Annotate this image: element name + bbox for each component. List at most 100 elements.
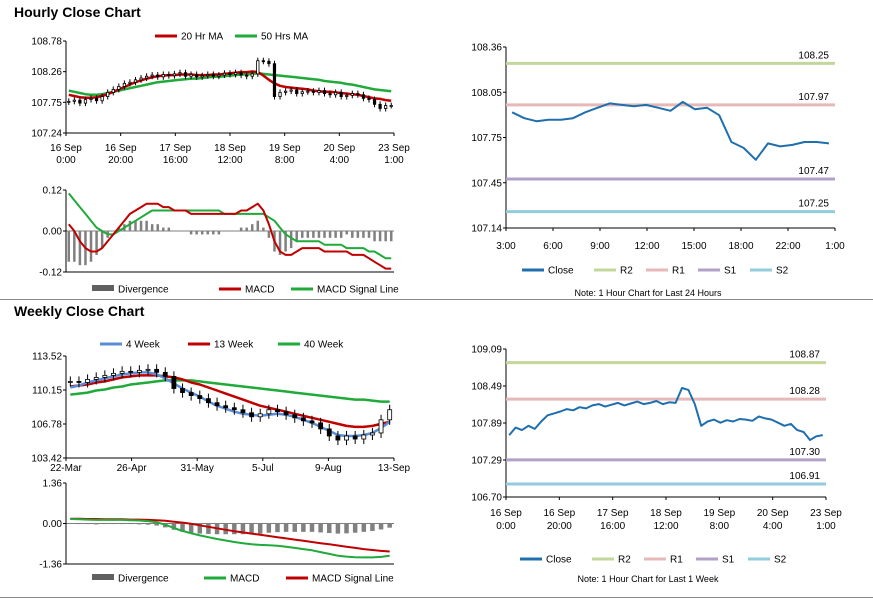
hourly-price-candle-body — [384, 105, 388, 109]
hourly-macd-divergence-bar — [128, 220, 132, 231]
hourly-24h-level-s2-label: 107.25 — [798, 199, 829, 210]
hourly-price-xtick-label: 12:00 — [217, 155, 242, 166]
weekly-price-candle-body — [378, 419, 384, 434]
weekly-1w-xtick-label: 0:00 — [496, 521, 516, 532]
hourly-price-candle-body — [156, 74, 160, 78]
hourly-price-candle-body — [83, 99, 88, 104]
hourly-price-candle-body — [178, 72, 182, 75]
hourly-price-candle-body — [72, 99, 76, 102]
weekly-1w-xtick-label: 17 Sep — [597, 508, 629, 519]
hourly-macd-divergence-bar — [189, 231, 193, 235]
weekly-price-candle-body — [231, 407, 237, 411]
hourly-price-xtick-label: 18 Sep — [214, 143, 246, 154]
weekly-macd-divergence-bar — [93, 523, 99, 525]
hourly-24h-xtick-label: 15:00 — [681, 241, 706, 252]
weekly-1w-legend-label: R1 — [670, 555, 683, 566]
hourly-price-xtick-label: 16:00 — [163, 155, 188, 166]
weekly-macd-divergence-bar — [257, 523, 263, 534]
weekly-price-candle-body — [326, 428, 332, 437]
hourly-macd-divergence-bar — [150, 224, 154, 231]
hourly-24h-ytick-label: 107.45 — [471, 178, 502, 189]
weekly-1w-xtick-label: 1:00 — [816, 521, 836, 532]
weekly-1w-xtick-label: 18 Sep — [650, 508, 682, 519]
weekly-price-candle-body — [197, 395, 203, 400]
weekly-price-ytick-label: 110.15 — [32, 386, 62, 397]
hourly-macd-divergence-bar — [295, 231, 298, 242]
hourly-macd-legend-label: MACD Signal Line — [317, 285, 399, 296]
weekly-macd-divergence-bar — [335, 523, 341, 534]
weekly-price-candle-body — [145, 368, 151, 371]
hourly-price-candle-body — [289, 89, 293, 92]
weekly-price-candle-body — [85, 379, 90, 383]
hourly-price-candle-body — [378, 103, 382, 109]
weekly-1w-xtick-label: 19 Sep — [703, 508, 735, 519]
hourly-macd-divergence-bar — [100, 231, 104, 249]
hourly-24h-xtick-label: 1:00 — [825, 241, 845, 252]
weekly-1w-note: Note: 1 Hour Chart for Last 1 Week — [578, 574, 719, 584]
weekly-price-candle-body — [102, 374, 108, 378]
bottom-divider — [0, 597, 873, 598]
hourly-24h-xtick-label: 12:00 — [634, 241, 659, 252]
hourly-24h-level-s1-label: 107.47 — [798, 166, 829, 177]
weekly-price-candle-body — [266, 409, 272, 415]
weekly-section-title: Weekly Close Chart — [14, 303, 145, 319]
hourly-macd-divergence-bar — [95, 231, 98, 255]
hourly-24h-xtick-label: 9:00 — [590, 241, 610, 252]
hourly-price-xtick-label: 8:00 — [275, 155, 295, 166]
hourly-macd-ytick-label: 0.12 — [43, 186, 63, 197]
hourly-24h-legend-label: Close — [548, 266, 574, 277]
weekly-macd-divergence-bar — [370, 523, 375, 531]
weekly-price-candle-body — [335, 435, 341, 441]
weekly-price-candle-body — [67, 381, 73, 383]
weekly-price-candle-body — [119, 370, 125, 374]
hourly-price-candle-body — [89, 97, 93, 100]
hourly-price-candle-body — [250, 73, 254, 77]
weekly-1w-ytick-label: 109.09 — [471, 345, 502, 356]
hourly-macd-divergence-bar — [245, 227, 248, 231]
hourly-price-candle-body — [189, 74, 193, 77]
hourly-24h-xtick-label: 6:00 — [543, 241, 563, 252]
hourly-price-candle-body — [172, 73, 177, 77]
weekly-1w-legend-label: Close — [546, 555, 572, 566]
hourly-price-candle-body — [183, 72, 188, 77]
weekly-1w-xtick-label: 16 Sep — [543, 508, 575, 519]
weekly-price-candle-body — [154, 368, 160, 373]
weekly-price-xtick-label: 13-Sep — [378, 463, 411, 474]
hourly-price-candle-body — [367, 97, 371, 100]
hourly-macd-divergence-bar — [228, 231, 232, 232]
hourly-macd-divergence-bar — [145, 220, 148, 231]
weekly-macd-divergence-bar — [309, 523, 315, 532]
weekly-macd-divergence-bar — [283, 523, 289, 532]
hourly-macd-divergence-bar — [262, 227, 265, 231]
weekly-price-xtick-label: 31-May — [181, 463, 214, 474]
weekly-price-candle-body — [136, 369, 142, 373]
hourly-macd-divergence-bar — [178, 231, 182, 232]
hourly-24h-level-r1-label: 107.97 — [798, 92, 829, 103]
weekly-1w-level-r2-label: 108.87 — [789, 350, 820, 361]
hourly-macd-divergence-bar — [306, 231, 310, 238]
weekly-1w-xtick-label: 4:00 — [763, 521, 783, 532]
hourly-price-candle-body — [300, 91, 304, 94]
hourly-price-ytick-label: 108.26 — [31, 67, 62, 78]
section-divider — [0, 299, 873, 300]
hourly-macd-divergence-bar — [362, 231, 365, 238]
hourly-macd-divergence-bar — [250, 224, 254, 231]
hourly-macd-divergence-bar — [301, 231, 304, 238]
hourly-macd-divergence-bar — [312, 231, 315, 238]
hourly-price-candle-body — [334, 91, 338, 96]
weekly-price-candle-body — [171, 375, 177, 389]
hourly-price-xtick-label: 17 Sep — [159, 143, 191, 154]
weekly-price-candle-body — [361, 434, 367, 440]
hourly-24h-ytick-label: 107.75 — [471, 133, 502, 144]
hourly-price-candle-body — [167, 74, 171, 77]
hourly-price-candle-body — [345, 94, 349, 97]
weekly-price-ma4-line — [70, 371, 391, 438]
weekly-macd-divergence-bar — [197, 523, 203, 534]
weekly-price-candle-body — [283, 411, 289, 416]
weekly-price-candle-body — [309, 420, 315, 424]
hourly-price-candle-body — [233, 72, 238, 75]
hourly-price-candle-body — [322, 90, 327, 94]
hourly-price-xtick-label: 20 Sep — [323, 143, 355, 154]
hourly-price-candle-body — [217, 74, 221, 77]
hourly-price-candle-body — [228, 72, 232, 75]
